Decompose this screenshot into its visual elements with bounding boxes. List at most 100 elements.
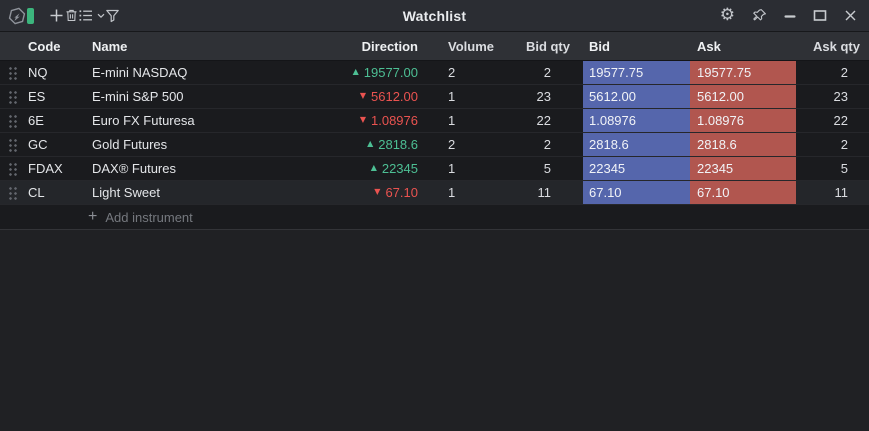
cell-code: CL [28,185,45,200]
plus-icon: + [88,208,98,225]
cell-ask-price[interactable]: 5612.00 [690,85,796,108]
minimize-icon [784,14,796,18]
column-header[interactable]: Bid [589,38,610,54]
table-row[interactable]: 6E Euro FX Futuresa ▼ 1.08976 1 22 1.08976 1.08… [0,109,869,133]
table-row[interactable]: FDAX DAX® Futures ▲ 22345 1 5 22345 22345 5 [0,157,869,181]
filter-icon [106,9,119,22]
cell-ask-price[interactable]: 22345 [690,157,796,180]
maximize-icon [813,10,827,21]
cell-ask-qty: 5 [840,161,848,176]
cell-name: Euro FX Futuresa [92,113,195,128]
cell-ask-qty: 2 [840,137,848,152]
table-row[interactable]: NQ E-mini NASDAQ ▲ 19577.00 2 2 19577.75 19577.… [0,61,869,85]
cell-volume: 2 [448,65,456,80]
cell-volume: 1 [448,161,456,176]
link-indicator[interactable] [27,7,34,24]
row-drag-handle[interactable] [0,61,28,84]
cell-ask-qty: 11 [834,185,849,200]
cell-volume: 1 [448,89,456,104]
cell-gap-spacer [575,61,583,84]
maximize-button[interactable] [813,4,827,28]
row-drag-handle[interactable] [0,157,28,180]
titlebar: Watchlist ⚙ [0,0,869,32]
row-drag-handle[interactable] [0,109,28,132]
trend-up-icon: ▲ [352,67,359,76]
cell-bid-qty: 23 [536,89,551,104]
cell-ask-qty: 22 [833,113,848,128]
delete-button[interactable] [64,4,79,28]
cell-direction: ▲ 22345 [336,157,420,180]
cell-volume: 2 [448,137,456,152]
settings-button[interactable]: ⚙ [720,4,735,28]
table-row[interactable]: ES E-mini S&P 500 ▼ 5612.00 1 23 5612.00 5612.0… [0,85,869,109]
direction-price: 1.08976 [371,113,418,128]
add-instrument-row[interactable]: + Add instrument [0,205,869,229]
cell-ask-price[interactable]: 67.10 [690,181,796,204]
cell-direction: ▼ 5612.00 [336,85,420,108]
cell-bid-qty: 2 [543,65,551,80]
app-menu-button[interactable] [7,4,27,28]
cell-gap-spacer [575,85,583,108]
drag-dots-icon [8,65,17,80]
cell-direction: ▼ 1.08976 [336,109,420,132]
trend-down-icon: ▼ [359,91,366,100]
toolbar-left [0,4,120,28]
row-drag-handle[interactable] [0,133,28,156]
chevron-down-icon [97,13,105,18]
row-drag-handle[interactable] [0,181,28,204]
cell-gap-spacer [575,109,583,132]
cell-bid-price[interactable]: 22345 [583,157,690,180]
column-header[interactable]: Ask [697,38,721,54]
close-icon [845,10,856,21]
column-header[interactable]: Code [28,38,61,54]
cell-bid-price[interactable]: 19577.75 [583,61,690,84]
cell-code: FDAX [28,161,63,176]
cell-gap-spacer [575,133,583,156]
trash-icon [66,9,77,22]
list-view-icon [79,10,92,21]
trend-down-icon: ▼ [359,115,366,124]
list-view-button[interactable] [79,4,105,28]
direction-price: 22345 [381,161,418,176]
header-handle-spacer [0,32,28,60]
cell-ask-price[interactable]: 2818.6 [690,133,796,156]
header-gap-spacer [575,32,583,60]
direction-price: 5612.00 [371,89,418,104]
drag-dots-icon [8,89,17,104]
minimize-button[interactable] [784,4,796,28]
plus-icon [50,9,63,22]
pin-button[interactable] [752,4,767,28]
cell-bid-qty: 5 [543,161,551,176]
filter-button[interactable] [105,4,120,28]
toolbar-right: ⚙ [720,4,869,28]
cell-code: 6E [28,113,44,128]
table-row[interactable]: GC Gold Futures ▲ 2818.6 2 2 2818.6 2818.6 2 [0,133,869,157]
cell-bid-price[interactable]: 5612.00 [583,85,690,108]
trend-down-icon: ▼ [374,187,381,196]
row-drag-handle[interactable] [0,85,28,108]
table-row[interactable]: CL Light Sweet ▼ 67.10 1 11 67.10 67.10 11 [0,181,869,205]
cell-name: DAX® Futures [92,161,176,176]
column-header[interactable]: Name [92,38,128,54]
pin-icon [753,9,766,21]
cell-ask-price[interactable]: 19577.75 [690,61,796,84]
close-button[interactable] [844,4,857,28]
column-header[interactable]: Ask qty [813,38,860,54]
cell-bid-price[interactable]: 2818.6 [583,133,690,156]
cell-direction: ▲ 19577.00 [336,61,420,84]
table-header: Code Name Direction Volume Bid qty Bid Ask Ask … [0,32,869,61]
trend-up-icon: ▲ [367,139,374,148]
direction-price: 67.10 [385,185,418,200]
cell-bid-price[interactable]: 67.10 [583,181,690,204]
cell-code: NQ [28,65,48,80]
column-header[interactable]: Bid qty [525,38,570,54]
cell-bid-qty: 11 [537,185,552,200]
add-instrument-button[interactable] [49,4,64,28]
column-header[interactable]: Volume [448,38,494,54]
cell-ask-price[interactable]: 1.08976 [690,109,796,132]
column-header[interactable]: Direction [361,38,418,54]
drag-dots-icon [8,161,17,176]
cell-bid-price[interactable]: 1.08976 [583,109,690,132]
direction-price: 2818.6 [378,137,418,152]
cell-ask-qty: 2 [840,65,848,80]
